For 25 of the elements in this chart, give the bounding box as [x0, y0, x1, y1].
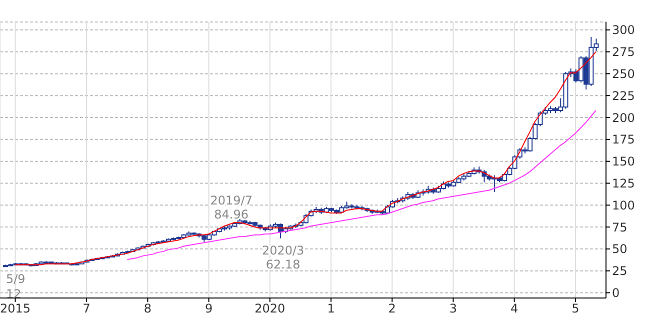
- y-tick-label: 250: [612, 66, 635, 81]
- y-tick-label: 275: [612, 45, 635, 60]
- y-tick-label: 200: [612, 110, 635, 125]
- x-tick-label: 4: [510, 302, 518, 316]
- x-tick-label: 2: [388, 302, 396, 316]
- y-tick-label: 100: [612, 198, 635, 212]
- y-tick-label: 150: [612, 154, 635, 169]
- x-tick-label: 7: [82, 302, 90, 316]
- x-tick-label: 2020: [254, 302, 286, 316]
- y-tick-label: 225: [612, 88, 635, 103]
- x-tick-label: 5: [572, 302, 580, 316]
- x-tick-label: 2015: [0, 302, 31, 316]
- x-tick-label: 9: [204, 302, 213, 316]
- y-tick-label: 300: [612, 23, 635, 38]
- y-tick-label: 125: [612, 176, 635, 190]
- y-tick-label: 175: [612, 132, 635, 147]
- x-tick-label: 1: [327, 302, 335, 316]
- x-tick-label: 8: [144, 302, 152, 316]
- y-tick-label: 25: [612, 264, 628, 278]
- y-tick-label: 50: [612, 242, 628, 256]
- y-tick-label: 75: [612, 220, 628, 234]
- annotation: 2019/7 84.96: [210, 193, 252, 222]
- annotation: 2020/3 62.18: [262, 243, 304, 272]
- y-tick-label: 0: [612, 286, 620, 300]
- x-tick-label: 3: [449, 302, 458, 316]
